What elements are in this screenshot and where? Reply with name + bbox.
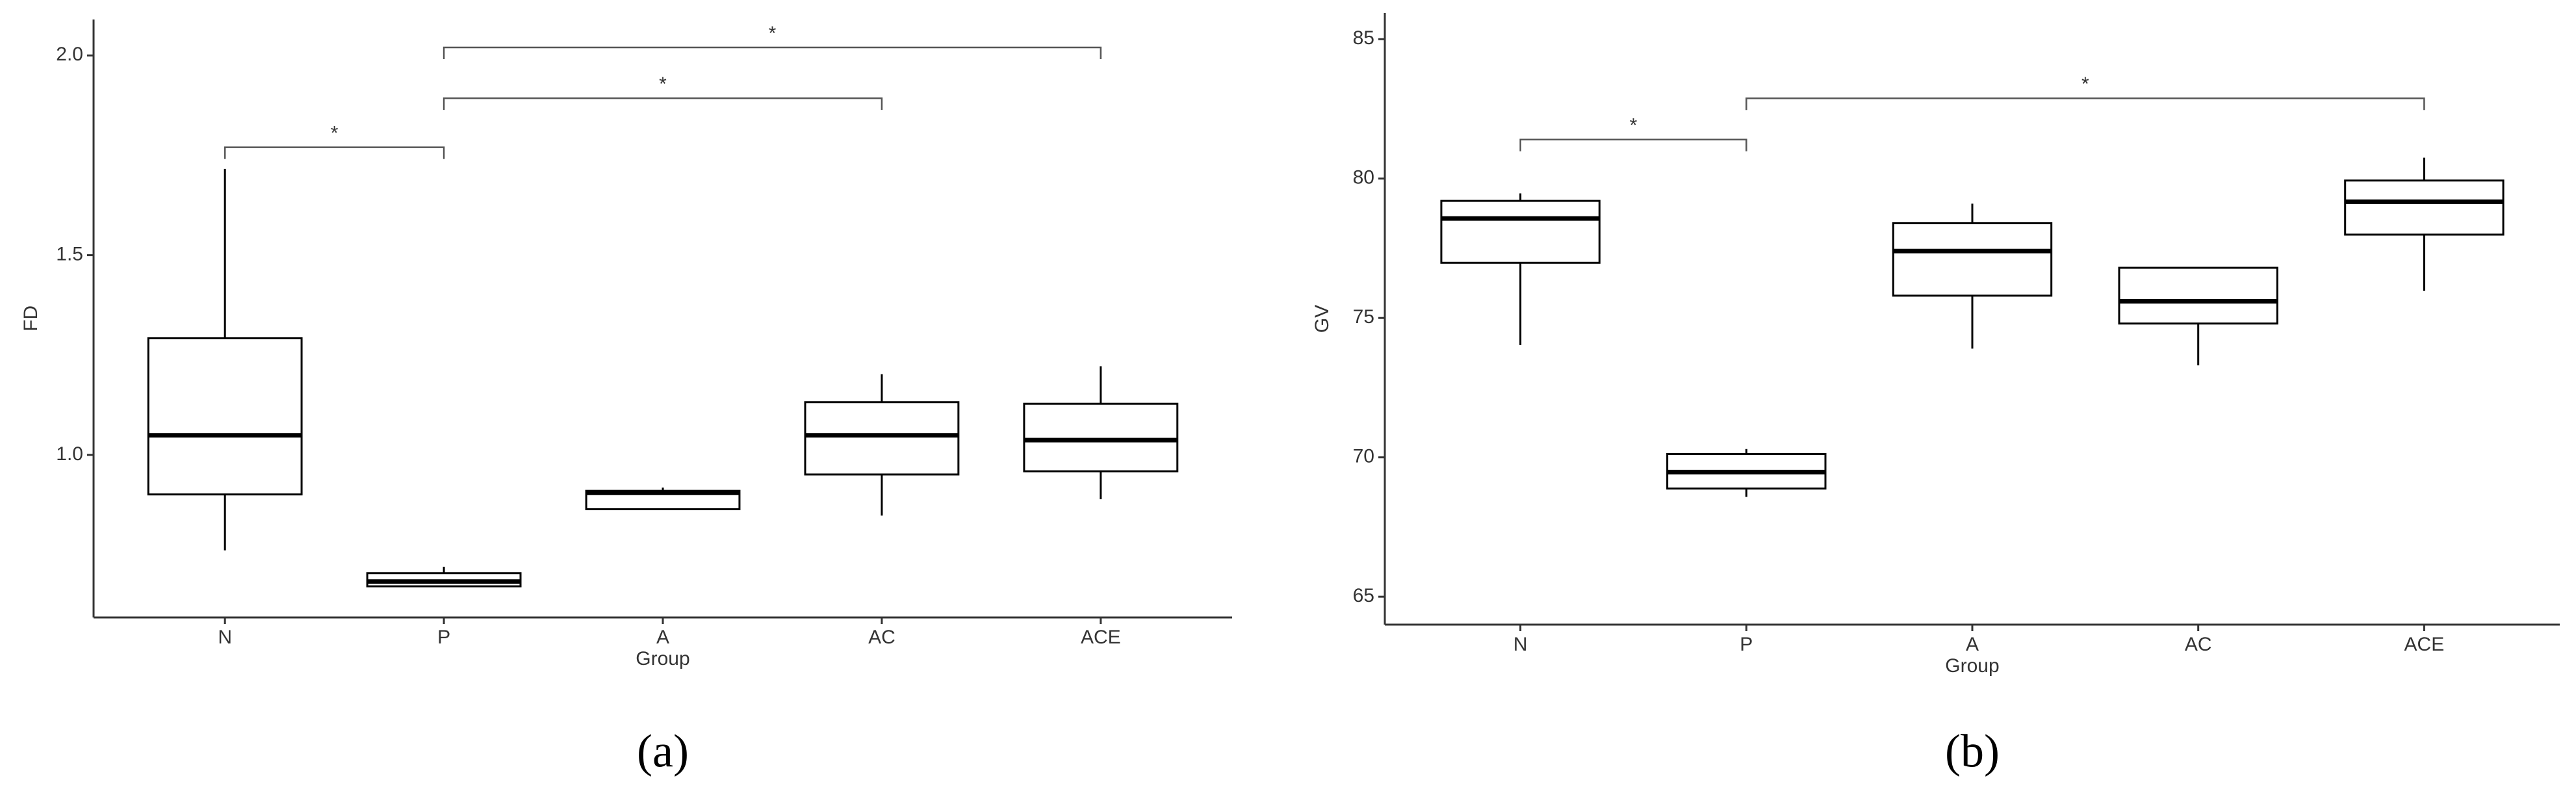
y-tick-label: 80 xyxy=(1353,167,1374,188)
significance-label: * xyxy=(659,73,667,95)
x-tick-label: ACE xyxy=(1081,627,1121,648)
significance-bracket xyxy=(443,46,1102,60)
y-tick-label: 1.5 xyxy=(56,244,83,265)
y-tick-label: 70 xyxy=(1353,446,1374,467)
box xyxy=(2118,266,2278,325)
y-tick-label: 2.0 xyxy=(56,44,83,65)
y-axis-label: FD xyxy=(20,305,42,331)
x-tick-label: AC xyxy=(868,627,895,648)
significance-bracket xyxy=(224,146,445,159)
y-tick-label: 85 xyxy=(1353,27,1374,49)
box xyxy=(2344,179,2505,236)
x-tick-label: P xyxy=(437,627,450,648)
box xyxy=(147,337,303,496)
significance-bracket xyxy=(1519,138,1747,151)
significance-bracket xyxy=(1745,97,2425,110)
significance-label: * xyxy=(769,23,777,44)
x-axis-label: Group xyxy=(1945,655,1999,677)
y-tick-label: 75 xyxy=(1353,306,1374,328)
significance-bracket xyxy=(443,97,883,110)
x-tick-label: N xyxy=(1513,634,1528,655)
significance-label: * xyxy=(1630,115,1638,136)
caption: (a) xyxy=(637,725,689,777)
x-tick-label: AC xyxy=(2185,634,2212,655)
box xyxy=(804,401,960,476)
y-axis-label: GV xyxy=(1311,305,1333,333)
y-tick-label: 1.0 xyxy=(56,443,83,465)
x-tick-label: ACE xyxy=(2404,634,2445,655)
x-tick-label: N xyxy=(218,627,232,648)
x-tick-label: P xyxy=(1740,634,1753,655)
box xyxy=(1440,200,1601,264)
y-tick-label: 65 xyxy=(1353,585,1374,606)
x-tick-label: A xyxy=(656,627,669,648)
caption: (b) xyxy=(1945,725,2000,777)
box xyxy=(1023,402,1179,473)
box xyxy=(1892,222,2053,297)
x-tick-label: A xyxy=(1966,634,1979,655)
significance-label: * xyxy=(2081,73,2089,95)
significance-label: * xyxy=(331,123,339,144)
x-axis-label: Group xyxy=(636,648,689,669)
